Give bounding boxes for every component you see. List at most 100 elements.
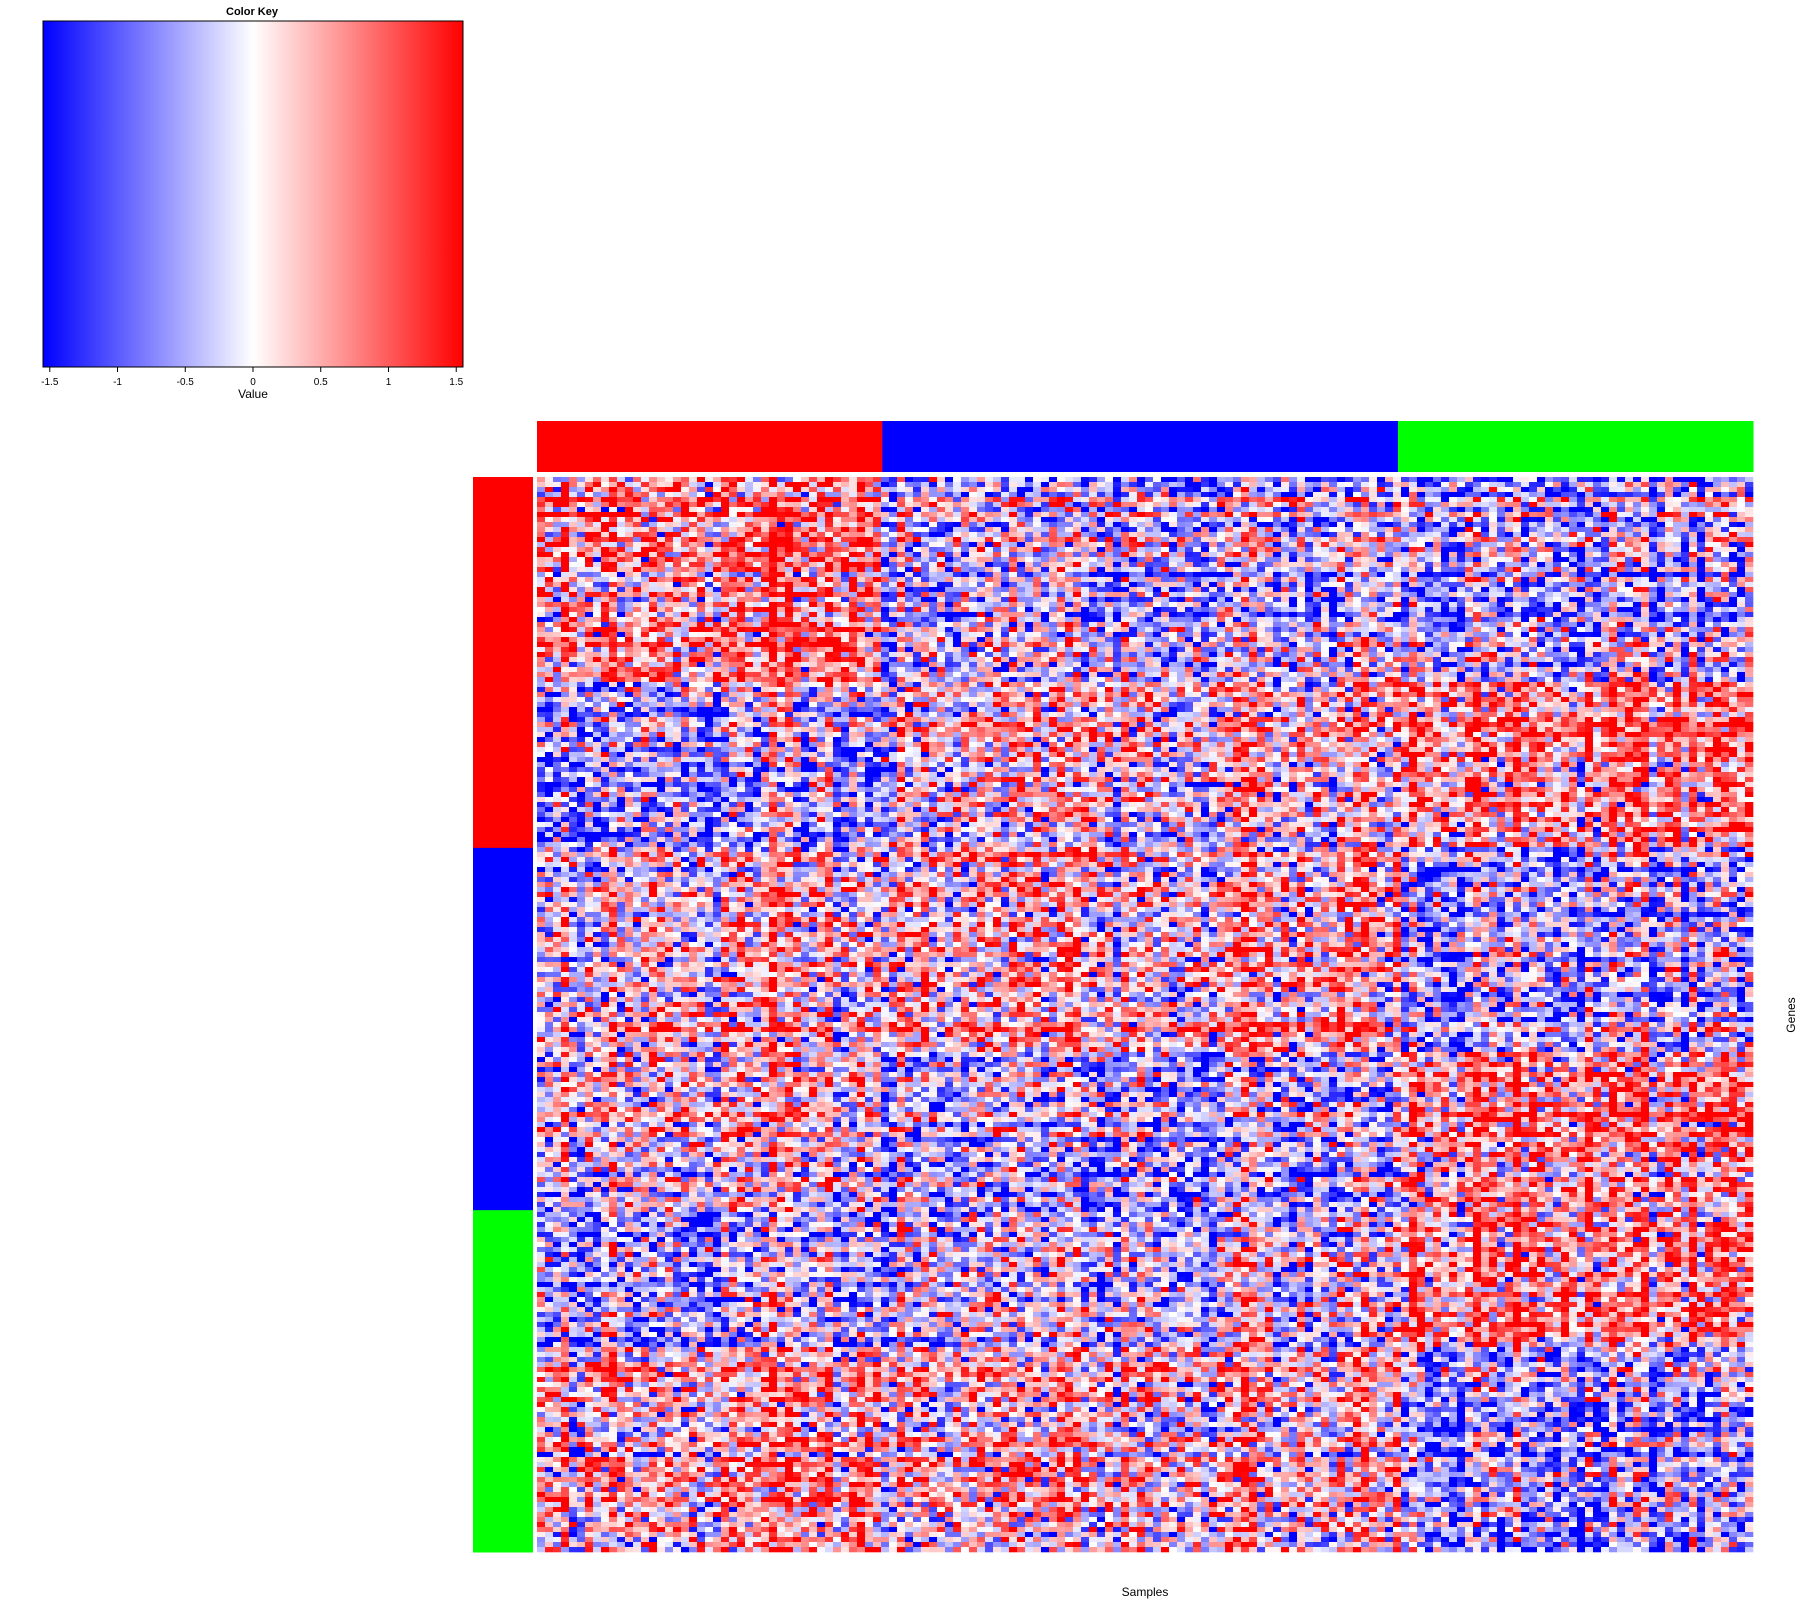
heatmap-cell bbox=[777, 607, 785, 612]
heatmap-cell bbox=[545, 557, 553, 562]
heatmap-cell bbox=[857, 497, 865, 502]
heatmap-cell bbox=[1281, 517, 1289, 522]
heatmap-cell bbox=[897, 617, 905, 622]
heatmap-cell bbox=[1329, 532, 1337, 537]
heatmap-cell bbox=[913, 612, 921, 617]
heatmap-cell bbox=[793, 547, 801, 552]
heatmap-cell bbox=[1129, 522, 1137, 527]
heatmap-cell bbox=[1529, 612, 1537, 617]
heatmap-cell bbox=[1177, 607, 1185, 612]
heatmap-cell bbox=[1273, 602, 1281, 607]
heatmap-cell bbox=[897, 537, 905, 542]
heatmap-cell bbox=[1305, 582, 1313, 587]
heatmap-cell bbox=[1201, 497, 1209, 502]
heatmap-cell bbox=[1473, 542, 1481, 547]
heatmap-cell bbox=[705, 537, 713, 542]
heatmap-cell bbox=[1585, 482, 1593, 487]
heatmap-cell bbox=[1241, 562, 1249, 567]
heatmap-cell bbox=[681, 502, 689, 507]
heatmap-cell bbox=[953, 612, 961, 617]
heatmap-cell bbox=[1201, 577, 1209, 582]
heatmap-cell bbox=[825, 592, 833, 597]
heatmap-cell bbox=[1521, 607, 1529, 612]
heatmap-cell bbox=[1177, 487, 1185, 492]
heatmap-cell bbox=[1305, 557, 1313, 562]
heatmap-cell bbox=[1321, 512, 1329, 517]
heatmap-cell bbox=[1089, 567, 1097, 572]
heatmap-cell bbox=[1193, 587, 1201, 592]
heatmap-cell bbox=[1001, 512, 1009, 517]
heatmap-cell bbox=[1657, 572, 1665, 577]
heatmap-cell bbox=[1009, 572, 1017, 577]
heatmap-cell bbox=[761, 507, 769, 512]
heatmap-cell bbox=[617, 557, 625, 562]
heatmap-cell bbox=[1121, 492, 1129, 497]
heatmap-cell bbox=[657, 582, 665, 587]
heatmap-cell bbox=[1641, 597, 1649, 602]
heatmap-cell bbox=[1177, 627, 1185, 632]
heatmap-cell bbox=[1609, 627, 1617, 632]
heatmap-cell bbox=[1473, 622, 1481, 627]
heatmap-cell bbox=[825, 602, 833, 607]
heatmap-cell bbox=[1561, 572, 1569, 577]
heatmap-cell bbox=[1561, 627, 1569, 632]
heatmap-cell bbox=[1233, 587, 1241, 592]
heatmap-cell bbox=[697, 582, 705, 587]
heatmap-cell bbox=[649, 637, 657, 642]
heatmap-cell bbox=[873, 567, 881, 572]
heatmap-cell bbox=[1105, 582, 1113, 587]
heatmap-cell bbox=[1473, 617, 1481, 622]
heatmap-cell bbox=[1041, 577, 1049, 582]
heatmap-cell bbox=[793, 482, 801, 487]
heatmap-cell bbox=[737, 617, 745, 622]
heatmap-cell bbox=[697, 592, 705, 597]
heatmap-cell bbox=[1657, 602, 1665, 607]
heatmap-cell bbox=[1681, 587, 1689, 592]
heatmap-cell bbox=[697, 532, 705, 537]
heatmap-cell bbox=[1737, 527, 1745, 532]
heatmap-cell bbox=[793, 577, 801, 582]
heatmap-cell bbox=[1369, 627, 1377, 632]
heatmap-cell bbox=[1625, 497, 1633, 502]
heatmap-cell bbox=[1089, 497, 1097, 502]
heatmap-cell bbox=[1249, 552, 1257, 557]
heatmap-cell bbox=[1025, 477, 1033, 482]
heatmap-cell bbox=[1353, 587, 1361, 592]
heatmap-cell bbox=[1705, 617, 1713, 622]
heatmap-cell bbox=[801, 517, 809, 522]
heatmap-cell bbox=[1177, 507, 1185, 512]
heatmap-cell bbox=[1129, 582, 1137, 587]
heatmap-cell bbox=[1185, 627, 1193, 632]
heatmap-cell bbox=[1129, 607, 1137, 612]
heatmap-cell bbox=[1505, 497, 1513, 502]
heatmap-cell bbox=[721, 517, 729, 522]
heatmap-cell bbox=[1569, 487, 1577, 492]
heatmap-cell bbox=[1081, 482, 1089, 487]
heatmap-cell bbox=[849, 537, 857, 542]
heatmap-cell bbox=[545, 482, 553, 487]
heatmap-cell bbox=[1169, 577, 1177, 582]
heatmap-cell bbox=[665, 477, 673, 482]
heatmap-cell bbox=[1113, 617, 1121, 622]
heatmap-cell bbox=[1361, 542, 1369, 547]
heatmap-cell bbox=[777, 562, 785, 567]
heatmap-cell bbox=[1241, 507, 1249, 512]
heatmap-cell bbox=[1689, 492, 1697, 497]
heatmap-cell bbox=[841, 597, 849, 602]
heatmap-cell bbox=[849, 502, 857, 507]
heatmap-cell bbox=[1473, 517, 1481, 522]
heatmap-cell bbox=[953, 622, 961, 627]
heatmap-cell bbox=[993, 597, 1001, 602]
heatmap-cell bbox=[969, 552, 977, 557]
heatmap-cell bbox=[929, 537, 937, 542]
heatmap-cell bbox=[1209, 532, 1217, 537]
heatmap-cell bbox=[1369, 527, 1377, 532]
heatmap-cell bbox=[713, 492, 721, 497]
heatmap-cell bbox=[569, 572, 577, 577]
heatmap-cell bbox=[1633, 517, 1641, 522]
heatmap-cell bbox=[1721, 557, 1729, 562]
heatmap-cell bbox=[1417, 552, 1425, 557]
heatmap-cell bbox=[1337, 622, 1345, 627]
heatmap-cell bbox=[1089, 632, 1097, 637]
heatmap-cell bbox=[1345, 537, 1353, 542]
